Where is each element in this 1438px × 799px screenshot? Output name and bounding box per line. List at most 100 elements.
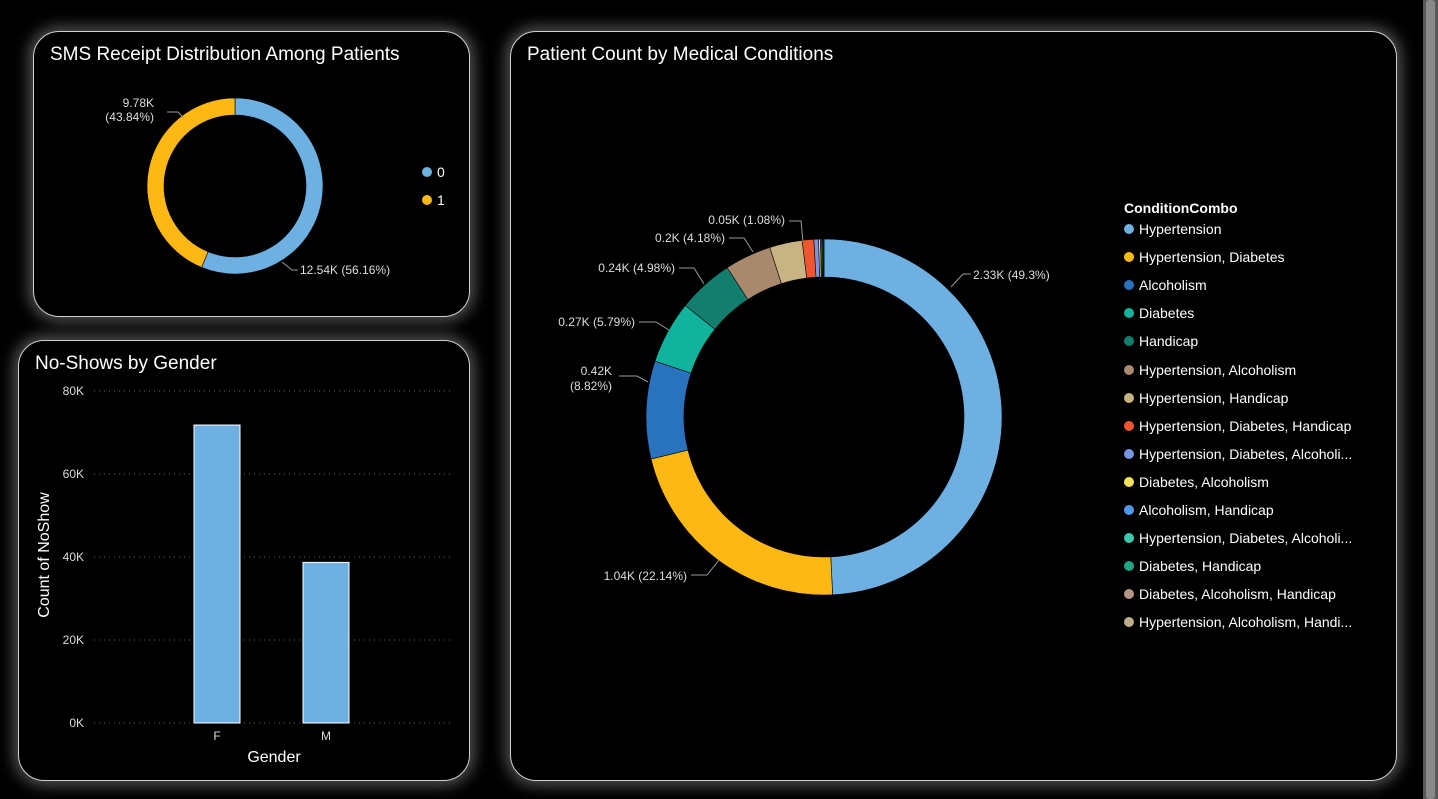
conditions-legend-item[interactable]: Alcoholism, Handicap: [1124, 502, 1274, 518]
conditions-legend-item[interactable]: Hypertension, Diabetes, Alcoholi...: [1124, 446, 1352, 462]
conditions-card: Patient Count by Medical Conditions 2.33…: [510, 31, 1397, 781]
conditions-legend-label: Hypertension, Diabetes, Alcoholi...: [1139, 530, 1353, 547]
sms-leader-zero: [281, 261, 298, 271]
legend-dot-icon: [1124, 252, 1134, 263]
conditions-legend-label: Hypertension, Diabetes, Handicap: [1139, 417, 1352, 434]
cond-slice-0[interactable]: [823, 238, 1003, 596]
gender-x-axis-label: Gender: [247, 749, 301, 766]
legend-dot-icon: [1124, 280, 1134, 291]
conditions-legend-item[interactable]: Hypertension, Diabetes, Alcoholi...: [1124, 530, 1352, 546]
y-tick-label: 80K: [63, 384, 84, 398]
conditions-legend-label: Hypertension, Diabetes, Alcoholi...: [1139, 445, 1353, 462]
conditions-legend-item[interactable]: Diabetes, Handicap: [1124, 558, 1261, 574]
y-tick-label: 20K: [63, 633, 84, 647]
cond-leader-diabetes: [639, 321, 670, 331]
y-tick-label: 40K: [63, 550, 84, 564]
conditions-legend-item[interactable]: Diabetes, Alcoholism: [1124, 474, 1269, 490]
conditions-legend-title: ConditionCombo: [1124, 200, 1238, 216]
sms-label-zero: 12.54K (56.16%): [300, 263, 390, 277]
conditions-legend-label: Diabetes, Alcoholism: [1139, 473, 1269, 490]
cond-slice-2[interactable]: [645, 360, 692, 460]
sms-card: SMS Receipt Distribution Among Patients …: [33, 31, 470, 317]
cond-label-hyp-handicap: 0.05K (1.08%): [708, 213, 785, 227]
legend-dot-icon: [1124, 505, 1134, 515]
y-tick-label: 60K: [63, 467, 84, 481]
gender-y-axis-label: Count of NoShow: [36, 492, 53, 618]
sms-legend-label-1: 1: [437, 192, 445, 208]
cond-donut: [645, 238, 1003, 596]
gender-card-title: No-Shows by Gender: [35, 353, 217, 374]
conditions-legend-label: Hypertension: [1139, 221, 1222, 237]
cond-leader-hyp-handicap: [789, 220, 804, 243]
conditions-legend-item[interactable]: Hypertension, Alcoholism: [1124, 362, 1296, 378]
legend-dot-icon: [422, 167, 432, 177]
bar-F[interactable]: [193, 424, 241, 724]
y-tick-label: 0K: [69, 716, 84, 730]
conditions-legend-item[interactable]: Hypertension, Handicap: [1124, 390, 1288, 406]
conditions-card-title: Patient Count by Medical Conditions: [527, 44, 834, 65]
conditions-legend-item[interactable]: Hypertension, Alcoholism, Handi...: [1124, 614, 1352, 630]
gender-grid: 0K 20K 40K 60K 80K: [63, 384, 454, 730]
conditions-legend-item[interactable]: Hypertension, Diabetes, Handicap: [1124, 418, 1351, 434]
sms-legend-label-0: 0: [437, 164, 445, 180]
conditions-legend-item[interactable]: Alcoholism: [1124, 277, 1207, 293]
cond-label-alcoholism-value: 0.42K: [581, 364, 612, 378]
cond-leader-hyp-alcoholism: [729, 237, 754, 253]
legend-dot-icon: [1124, 533, 1134, 544]
sms-legend-item-1[interactable]: 1: [422, 192, 445, 208]
conditions-legend-label: Hypertension, Alcoholism: [1139, 361, 1297, 378]
legend-dot-icon: [1124, 448, 1134, 459]
legend-dot-icon: [1124, 561, 1134, 572]
conditions-legend-label: Hypertension, Handicap: [1139, 389, 1289, 406]
scrollbar-thumb[interactable]: [1426, 0, 1435, 799]
cond-leader-handicap: [679, 267, 705, 285]
conditions-legend-label: Diabetes, Alcoholism, Handicap: [1139, 586, 1336, 603]
legend-dot-icon: [1124, 224, 1134, 234]
conditions-legend-label: Hypertension, Diabetes: [1139, 249, 1285, 266]
cond-label-handicap: 0.24K (4.98%): [598, 261, 675, 275]
sms-label-one-value: 9.78K: [123, 96, 154, 110]
conditions-legend-label: Alcoholism, Handicap: [1139, 502, 1274, 518]
legend-dot-icon: [1124, 308, 1134, 319]
conditions-legend-item[interactable]: Diabetes: [1124, 305, 1194, 321]
bar-M[interactable]: [302, 561, 350, 724]
cond-label-alcoholism-pct: (8.82%): [570, 379, 612, 393]
conditions-legend-label: Diabetes: [1139, 305, 1195, 322]
sms-legend-item-0[interactable]: 0: [422, 164, 445, 180]
conditions-legend-label: Handicap: [1139, 333, 1199, 350]
legend-dot-icon: [1124, 364, 1134, 375]
x-tick-label: M: [321, 729, 331, 743]
legend-dot-icon: [1124, 420, 1134, 431]
cond-label-hyp-diabetes: 1.04K (22.14%): [604, 569, 687, 583]
sms-donut: [146, 97, 324, 275]
conditions-legend-label: Alcoholism: [1139, 277, 1207, 294]
legend-dot-icon: [422, 195, 432, 205]
sms-slice-1[interactable]: [146, 97, 236, 268]
conditions-legend-item[interactable]: Hypertension, Diabetes: [1124, 249, 1285, 265]
conditions-legend-item[interactable]: Hypertension: [1124, 221, 1222, 237]
conditions-legend-label: Hypertension, Alcoholism, Handi...: [1139, 614, 1353, 631]
cond-label-hyp-alcoholism: 0.2K (4.18%): [655, 231, 725, 245]
sms-donut-chart: 9.78K (43.84%) 12.54K (56.16%): [105, 96, 390, 277]
legend-dot-icon: [1124, 617, 1134, 628]
legend-dot-icon: [1124, 476, 1134, 487]
x-tick-label: F: [213, 729, 220, 743]
vertical-scrollbar[interactable]: [1423, 0, 1438, 799]
legend-dot-icon: [1124, 392, 1134, 403]
legend-dot-icon: [1124, 589, 1134, 600]
conditions-donut-chart: 2.33K (49.3%) 1.04K (22.14%) 0.42K (8.82…: [558, 213, 1050, 596]
cond-leader-hyp-diabetes: [691, 559, 720, 576]
sms-leader-one: [167, 111, 185, 119]
conditions-legend-item[interactable]: Diabetes, Alcoholism, Handicap: [1124, 586, 1336, 602]
cond-label-diabetes: 0.27K (5.79%): [558, 315, 635, 329]
legend-dot-icon: [1124, 336, 1134, 347]
cond-leader-hypertension: [950, 273, 971, 288]
conditions-legend-item[interactable]: Handicap: [1124, 333, 1198, 349]
sms-label-one-pct: (43.84%): [105, 110, 154, 124]
cond-leader-alcoholism: [619, 375, 649, 383]
sms-slice-0[interactable]: [201, 97, 324, 275]
cond-label-hypertension: 2.33K (49.3%): [973, 268, 1050, 282]
